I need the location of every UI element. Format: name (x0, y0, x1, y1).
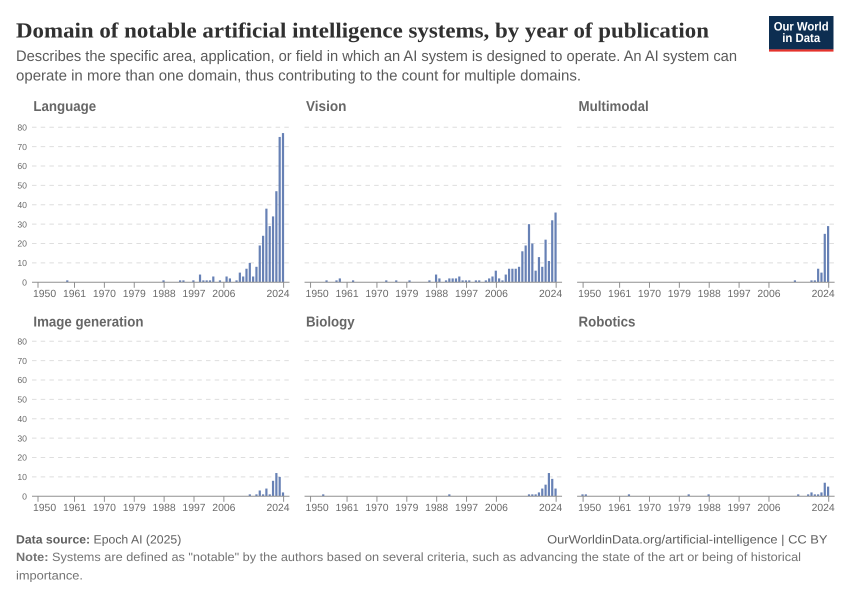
svg-text:80: 80 (17, 336, 27, 346)
svg-text:1988: 1988 (425, 289, 448, 300)
svg-text:30: 30 (17, 219, 27, 229)
svg-text:Biology: Biology (306, 315, 355, 331)
svg-text:10: 10 (17, 258, 27, 268)
svg-text:Our World: Our World (774, 19, 829, 33)
svg-text:1988: 1988 (698, 289, 721, 300)
svg-text:2024: 2024 (266, 289, 289, 300)
svg-text:2024: 2024 (266, 503, 289, 514)
svg-text:1997: 1997 (182, 503, 205, 514)
svg-text:2024: 2024 (812, 503, 835, 514)
svg-text:1970: 1970 (365, 503, 388, 514)
svg-text:1979: 1979 (395, 289, 418, 300)
svg-text:1988: 1988 (153, 503, 176, 514)
svg-text:0: 0 (22, 492, 27, 502)
svg-text:Data source: Epoch AI (2025): Data source: Epoch AI (2025) (16, 532, 181, 546)
svg-text:Language: Language (33, 99, 96, 115)
svg-text:Image generation: Image generation (33, 315, 143, 331)
svg-text:Domain of notable artificial i: Domain of notable artificial intelligenc… (16, 18, 709, 42)
svg-text:1950: 1950 (306, 503, 329, 514)
svg-text:2006: 2006 (757, 503, 780, 514)
svg-text:1950: 1950 (33, 503, 56, 514)
svg-text:2006: 2006 (757, 289, 780, 300)
svg-text:2024: 2024 (539, 289, 562, 300)
svg-text:1970: 1970 (365, 289, 388, 300)
svg-text:1979: 1979 (123, 503, 146, 514)
svg-text:1961: 1961 (335, 289, 358, 300)
svg-text:1961: 1961 (63, 289, 86, 300)
svg-text:1950: 1950 (306, 289, 329, 300)
svg-text:1961: 1961 (63, 503, 86, 514)
svg-text:1997: 1997 (455, 289, 478, 300)
svg-text:1970: 1970 (93, 289, 116, 300)
svg-text:60: 60 (17, 375, 27, 385)
svg-text:in Data: in Data (782, 31, 820, 45)
svg-text:2006: 2006 (212, 503, 235, 514)
svg-text:1961: 1961 (335, 503, 358, 514)
svg-text:20: 20 (17, 239, 27, 249)
svg-text:1997: 1997 (728, 503, 751, 514)
svg-text:70: 70 (17, 142, 27, 152)
svg-text:1979: 1979 (668, 503, 691, 514)
svg-text:30: 30 (17, 433, 27, 443)
svg-text:1970: 1970 (638, 503, 661, 514)
svg-text:80: 80 (17, 122, 27, 132)
svg-text:1979: 1979 (123, 289, 146, 300)
svg-text:2006: 2006 (485, 503, 508, 514)
svg-text:1979: 1979 (395, 503, 418, 514)
svg-text:1950: 1950 (33, 289, 56, 300)
svg-text:1988: 1988 (698, 503, 721, 514)
svg-text:20: 20 (17, 453, 27, 463)
svg-text:10: 10 (17, 472, 27, 482)
svg-text:60: 60 (17, 161, 27, 171)
svg-text:1997: 1997 (455, 503, 478, 514)
svg-text:1961: 1961 (608, 503, 631, 514)
svg-text:importance.: importance. (16, 569, 83, 583)
svg-text:1950: 1950 (578, 503, 601, 514)
svg-text:Note: Systems are defined as ": Note: Systems are defined as "notable" b… (16, 550, 801, 564)
svg-text:40: 40 (17, 200, 27, 210)
svg-text:1970: 1970 (93, 503, 116, 514)
svg-text:1961: 1961 (608, 289, 631, 300)
svg-text:2006: 2006 (485, 289, 508, 300)
svg-text:1997: 1997 (182, 289, 205, 300)
svg-text:1970: 1970 (638, 289, 661, 300)
svg-text:Multimodal: Multimodal (579, 99, 649, 115)
svg-text:1997: 1997 (728, 289, 751, 300)
svg-text:1979: 1979 (668, 289, 691, 300)
svg-text:Vision: Vision (306, 99, 347, 115)
svg-text:2024: 2024 (812, 289, 835, 300)
svg-text:40: 40 (17, 414, 27, 424)
svg-text:OurWorldinData.org/artificial-: OurWorldinData.org/artificial-intelligen… (547, 532, 827, 546)
svg-text:0: 0 (22, 278, 27, 288)
svg-text:2006: 2006 (212, 289, 235, 300)
svg-text:1988: 1988 (153, 289, 176, 300)
svg-text:50: 50 (17, 395, 27, 405)
svg-text:50: 50 (17, 181, 27, 191)
svg-text:2024: 2024 (539, 503, 562, 514)
svg-text:Describes the specific area, a: Describes the specific area, application… (16, 48, 737, 65)
svg-text:1988: 1988 (425, 503, 448, 514)
svg-text:1950: 1950 (578, 289, 601, 300)
svg-text:operate in more than one domai: operate in more than one domain, thus co… (16, 67, 581, 84)
svg-text:70: 70 (17, 356, 27, 366)
svg-text:Robotics: Robotics (579, 315, 636, 331)
